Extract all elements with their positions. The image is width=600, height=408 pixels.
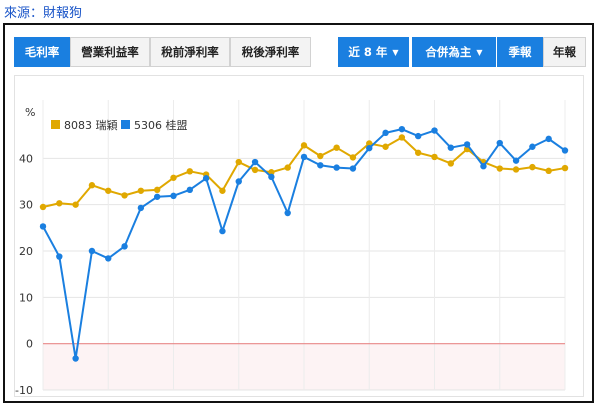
data-point xyxy=(317,152,324,160)
data-point xyxy=(349,165,357,172)
data-point xyxy=(153,186,161,194)
data-point xyxy=(431,127,438,134)
range-dropdown[interactable]: 近 8 年 ▼ xyxy=(338,37,409,67)
data-point xyxy=(545,135,552,143)
data-point xyxy=(382,143,389,150)
x-tick-label: 2012 xyxy=(94,395,122,396)
data-point xyxy=(512,166,520,173)
data-point xyxy=(512,157,520,164)
data-point xyxy=(170,192,177,200)
data-point xyxy=(121,192,128,199)
data-point xyxy=(121,243,128,250)
data-point xyxy=(463,141,471,148)
data-point xyxy=(153,193,161,200)
data-point xyxy=(88,182,96,189)
data-point xyxy=(496,165,503,172)
data-point xyxy=(186,186,194,194)
basis-label: 合併為主 xyxy=(425,45,472,59)
x-tick-label: 2013 xyxy=(160,395,188,396)
data-point xyxy=(414,132,422,140)
x-tick-label: 2018 xyxy=(486,395,514,396)
range-label: 近 8 年 xyxy=(348,45,388,59)
data-point xyxy=(268,169,275,176)
data-point xyxy=(366,140,373,147)
data-point xyxy=(170,174,177,181)
data-point xyxy=(300,153,308,161)
x-tick-label: 2017 xyxy=(421,395,449,396)
data-point xyxy=(398,125,406,133)
data-point xyxy=(398,134,406,141)
data-point xyxy=(414,149,422,156)
data-point xyxy=(284,164,291,171)
tab-pretax-margin[interactable]: 稅前淨利率 xyxy=(150,37,230,67)
data-point xyxy=(72,355,79,362)
data-point xyxy=(529,143,536,150)
y-tick-label: 20 xyxy=(19,245,33,258)
data-point xyxy=(39,223,47,230)
y-tick-label: 0 xyxy=(26,338,33,351)
data-point xyxy=(72,201,79,208)
tab-annual[interactable]: 年報 xyxy=(543,37,586,67)
chart-area: -10 0 10 20 30 40% 2011 2012 2013 2014 2015 2016 201… xyxy=(14,75,584,397)
legend-label: 8083 瑞穎 xyxy=(64,118,118,132)
data-point xyxy=(105,255,112,262)
data-point xyxy=(300,142,308,149)
data-point xyxy=(317,162,324,169)
data-point xyxy=(105,187,112,194)
legend-label: 5306 桂盟 xyxy=(134,118,188,132)
chevron-down-icon: ▼ xyxy=(476,47,483,57)
data-point xyxy=(235,178,242,185)
data-point xyxy=(561,164,569,172)
tab-operating-margin[interactable]: 營業利益率 xyxy=(70,37,150,67)
data-point xyxy=(137,187,145,194)
x-tick-label: 2019 xyxy=(551,395,579,396)
data-point xyxy=(284,209,291,217)
data-point xyxy=(333,164,340,171)
data-point xyxy=(137,204,145,212)
data-point xyxy=(496,139,503,147)
data-point xyxy=(56,200,63,207)
chart-panel: 毛利率 營業利益率 稅前淨利率 稅後淨利率 近 8 年 ▼ 合併為主 ▼ 季報 年報… xyxy=(3,23,594,403)
basis-dropdown[interactable]: 合併為主 ▼ xyxy=(412,37,496,67)
x-tick-label: 2016 xyxy=(355,395,383,396)
data-point xyxy=(39,203,47,211)
data-point xyxy=(251,158,259,166)
y-unit-label: % xyxy=(25,106,35,119)
source-label: 來源：財報狗 xyxy=(4,6,83,21)
data-point xyxy=(529,163,536,171)
data-point xyxy=(202,175,210,182)
data-point xyxy=(235,158,242,166)
tab-quarterly[interactable]: 季報 xyxy=(497,37,543,67)
chevron-down-icon: ▼ xyxy=(392,47,399,57)
data-point xyxy=(333,144,340,151)
data-point xyxy=(431,153,438,161)
x-tick-label: 2011 xyxy=(29,395,57,396)
data-point xyxy=(382,129,389,137)
y-tick-label: 40 xyxy=(19,152,33,165)
line-chart: -10 0 10 20 30 40% 2011 2012 2013 2014 2015 2016 201… xyxy=(15,100,579,396)
data-point xyxy=(480,163,487,170)
data-point xyxy=(186,168,194,175)
y-tick-label: 30 xyxy=(19,199,33,212)
tab-net-margin[interactable]: 稅後淨利率 xyxy=(230,37,311,67)
data-point xyxy=(268,173,275,181)
data-point xyxy=(219,227,226,235)
data-point xyxy=(219,187,226,194)
data-point xyxy=(251,166,259,174)
data-point xyxy=(545,167,552,175)
data-point xyxy=(447,160,455,167)
tab-gross-margin[interactable]: 毛利率 xyxy=(14,37,70,67)
x-tick-label: 2015 xyxy=(290,395,318,396)
data-point xyxy=(88,247,96,255)
data-point xyxy=(561,147,569,154)
data-point xyxy=(56,253,63,260)
y-tick-label: 10 xyxy=(19,291,33,304)
legend-swatch xyxy=(51,120,60,129)
data-point xyxy=(349,154,357,161)
data-point xyxy=(447,144,455,151)
y-tick-label: -10 xyxy=(15,384,33,396)
x-tick-label: 2014 xyxy=(225,395,253,396)
legend-swatch xyxy=(121,120,130,129)
data-point xyxy=(366,144,373,152)
